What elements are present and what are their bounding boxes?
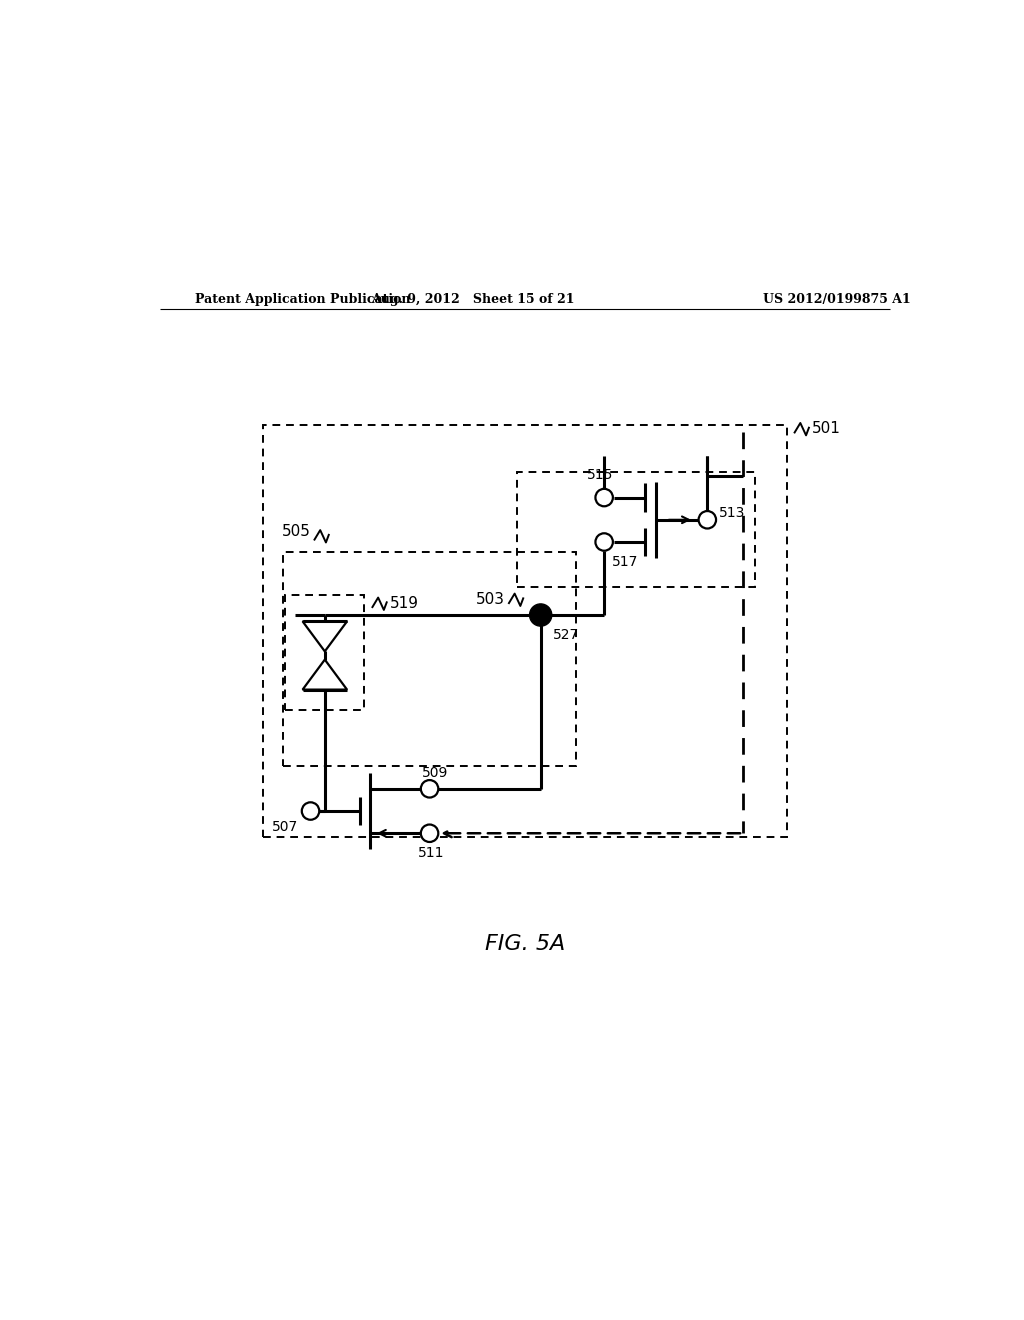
Text: US 2012/0199875 A1: US 2012/0199875 A1 [763,293,910,306]
Text: Aug. 9, 2012   Sheet 15 of 21: Aug. 9, 2012 Sheet 15 of 21 [372,293,574,306]
Text: FIG. 5A: FIG. 5A [484,935,565,954]
Bar [285,595,365,710]
Text: 507: 507 [272,820,299,834]
Text: 517: 517 [612,554,639,569]
Bar [263,425,786,837]
Text: 519: 519 [390,595,419,611]
Text: 501: 501 [812,421,841,436]
Circle shape [595,488,613,507]
Circle shape [421,780,438,797]
Bar [283,552,577,766]
Circle shape [302,803,319,820]
Text: Patent Application Publication: Patent Application Publication [196,293,411,306]
Text: 515: 515 [587,469,613,482]
Bar [517,473,755,587]
Circle shape [529,605,552,626]
Text: 505: 505 [282,524,310,539]
Circle shape [595,533,613,550]
Text: 503: 503 [476,591,505,607]
Text: 509: 509 [422,766,449,780]
Circle shape [421,825,438,842]
Circle shape [698,511,716,528]
Text: 513: 513 [719,507,745,520]
Text: 511: 511 [418,846,444,861]
Text: 527: 527 [553,628,579,642]
